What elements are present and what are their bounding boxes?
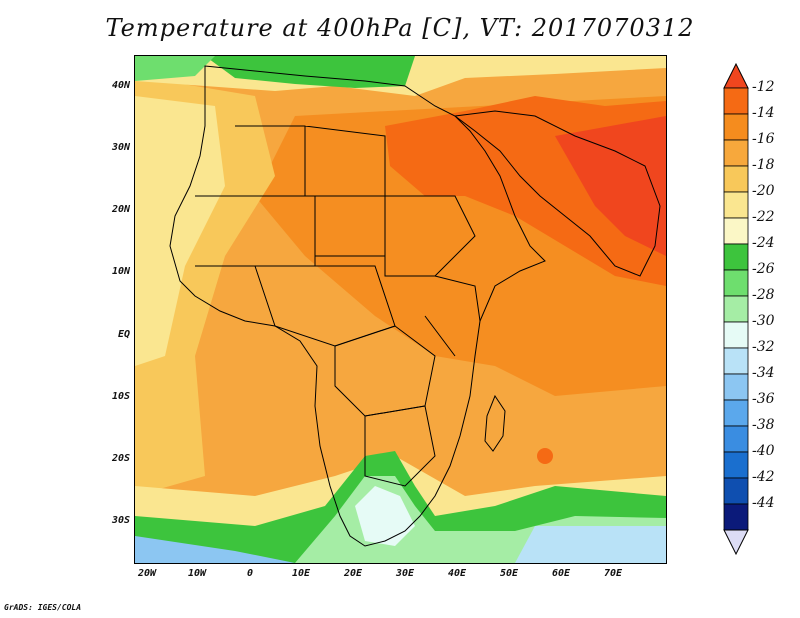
madagascar-coastline bbox=[484, 394, 506, 452]
lat-label-eq: EQ bbox=[117, 329, 130, 340]
colorbar-swatch bbox=[723, 191, 749, 219]
colorbar-swatch bbox=[723, 113, 749, 141]
temperature-map bbox=[135, 56, 666, 563]
map-panel bbox=[134, 55, 667, 564]
field-hot-spot bbox=[537, 448, 553, 464]
colorbar-swatch bbox=[723, 425, 749, 453]
lat-label-40n: 40N bbox=[111, 80, 130, 91]
colorbar-swatch bbox=[723, 373, 749, 401]
lat-label-20s: 20S bbox=[111, 453, 130, 464]
colorbar-label: -36 bbox=[752, 391, 775, 407]
lat-label-10s: 10S bbox=[111, 391, 130, 402]
colorbar-top-arrow bbox=[723, 62, 749, 89]
field-northwest-green bbox=[135, 56, 215, 81]
border-8 bbox=[424, 275, 481, 357]
colorbar-swatch bbox=[723, 87, 749, 115]
border-6 bbox=[364, 405, 436, 487]
colorbar-swatch bbox=[723, 503, 749, 531]
field-southwest-blue bbox=[135, 536, 295, 563]
colorbar-swatch bbox=[723, 477, 749, 505]
lon-label-60e: 60E bbox=[551, 568, 571, 579]
colorbar-swatch bbox=[723, 347, 749, 375]
colorbar-label: -26 bbox=[752, 261, 775, 277]
colorbar-swatch bbox=[723, 399, 749, 427]
colorbar-label: -32 bbox=[752, 339, 775, 355]
colorbar-label: -38 bbox=[752, 417, 775, 433]
lon-label-30e: 30E bbox=[395, 568, 415, 579]
colorbar-label: -16 bbox=[752, 131, 775, 147]
colorbar-swatch bbox=[723, 217, 749, 245]
arabia-india-coastline bbox=[453, 110, 661, 277]
footer-credit: GrADS: IGES/COLA bbox=[4, 603, 82, 612]
colorbar-swatch bbox=[723, 321, 749, 349]
colorbar-label: -14 bbox=[752, 105, 775, 121]
colorbar-swatch bbox=[723, 295, 749, 323]
field-hottest-india bbox=[555, 116, 666, 256]
lon-label-20w: 20W bbox=[137, 568, 157, 579]
lat-label-30s: 30S bbox=[111, 515, 130, 526]
colorbar-swatch bbox=[723, 451, 749, 479]
colorbar-swatch bbox=[723, 139, 749, 167]
colorbar-label: -12 bbox=[752, 79, 775, 95]
colorbar-label: -42 bbox=[752, 469, 775, 485]
colorbar-label: -24 bbox=[752, 235, 775, 251]
colorbar-swatch bbox=[723, 243, 749, 271]
colorbar-bottom-arrow bbox=[723, 529, 749, 556]
lon-label-10w: 10W bbox=[187, 568, 207, 579]
colorbar-label: -34 bbox=[752, 365, 775, 381]
lon-label-20e: 20E bbox=[343, 568, 363, 579]
colorbar: -12 -14 -16 -18 -20 -22 -24 -26 -28 -30 -32 -34 -36 -… bbox=[722, 62, 800, 562]
lat-label-10n: 10N bbox=[111, 266, 130, 277]
colorbar-label: -40 bbox=[752, 443, 775, 459]
lon-label-10e: 10E bbox=[291, 568, 311, 579]
field-north-green bbox=[205, 56, 415, 88]
coastlines bbox=[169, 65, 661, 547]
colorbar-svg bbox=[723, 62, 749, 556]
colorbar-swatch bbox=[723, 269, 749, 297]
field-west-pale bbox=[135, 96, 225, 366]
map-title: Temperature at 400hPa [C], VT: 201707031… bbox=[105, 14, 695, 42]
lon-label-70e: 70E bbox=[603, 568, 623, 579]
colorbar-label: -28 bbox=[752, 287, 775, 303]
lon-label-0: 0 bbox=[246, 568, 254, 579]
lon-label-50e: 50E bbox=[499, 568, 519, 579]
colorbar-label: -18 bbox=[752, 157, 775, 173]
colorbar-label: -44 bbox=[752, 495, 775, 511]
lon-label-40e: 40E bbox=[447, 568, 467, 579]
colorbar-label: -30 bbox=[752, 313, 775, 329]
colorbar-swatch bbox=[723, 165, 749, 193]
border-7 bbox=[235, 125, 386, 196]
border-3 bbox=[384, 195, 476, 277]
field-southeast-blue bbox=[515, 526, 666, 563]
lat-label-30n: 30N bbox=[111, 142, 130, 153]
colorbar-label: -22 bbox=[752, 209, 775, 225]
lat-label-20n: 20N bbox=[111, 204, 130, 215]
field-cold-pocket bbox=[355, 486, 415, 546]
africa-coastline bbox=[169, 65, 546, 547]
colorbar-label: -20 bbox=[752, 183, 775, 199]
